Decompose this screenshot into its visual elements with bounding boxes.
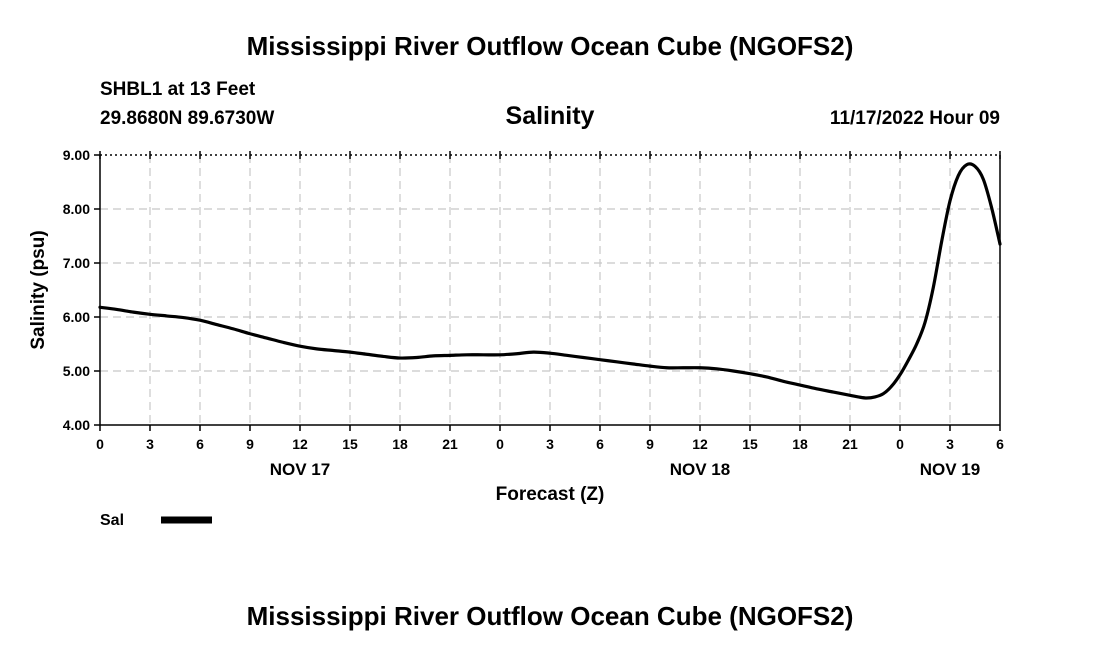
x-tick-label: 15 (742, 436, 758, 452)
y-tick-label: 6.00 (63, 309, 90, 325)
date-labels: NOV 17 NOV 18 NOV 19 (270, 460, 980, 479)
x-tick-label: 21 (442, 436, 458, 452)
legend-label: Sal (100, 512, 124, 529)
series-layer (98, 162, 1002, 400)
y-axis-label: Salinity (psu) (28, 230, 49, 349)
x-tick-label: 15 (342, 436, 358, 452)
y-tick-label: 4.00 (63, 417, 90, 433)
x-tick-label: 6 (996, 436, 1004, 452)
x-tick-label: 3 (946, 436, 954, 452)
x-axis-label: Forecast (Z) (496, 484, 605, 505)
x-tick-label: 6 (596, 436, 604, 452)
date-label: NOV 19 (920, 460, 980, 479)
x-tick-label: 21 (842, 436, 858, 452)
grid (100, 155, 1000, 425)
date-label: NOV 18 (670, 460, 730, 479)
timestamp-label: 11/17/2022 Hour 09 (830, 108, 1000, 129)
station-label: SHBL1 at 13 Feet (100, 79, 256, 100)
main-title: Mississippi River Outflow Ocean Cube (NG… (247, 31, 854, 61)
y-tick-label: 8.00 (63, 201, 90, 217)
series-line-sal (98, 162, 1002, 400)
x-tick-label: 18 (392, 436, 408, 452)
x-tick-label: 0 (96, 436, 104, 452)
y-tick-label: 9.00 (63, 147, 90, 163)
x-axis-ticks: 0 3 6 9 12 15 18 21 0 3 6 9 12 15 18 21 0 3 6 (96, 151, 1004, 452)
x-tick-label: 9 (646, 436, 654, 452)
footer-title: Mississippi River Outflow Ocean Cube (NG… (247, 601, 854, 631)
x-tick-label: 0 (496, 436, 504, 452)
coordinates-label: 29.8680N 89.6730W (100, 108, 274, 129)
x-tick-label: 12 (692, 436, 708, 452)
x-tick-label: 3 (146, 436, 154, 452)
plot-title: Salinity (506, 102, 595, 130)
x-tick-label: 6 (196, 436, 204, 452)
x-tick-label: 0 (896, 436, 904, 452)
x-tick-label: 12 (292, 436, 308, 452)
y-tick-label: 5.00 (63, 363, 90, 379)
y-tick-label: 7.00 (63, 255, 90, 271)
x-tick-label: 9 (246, 436, 254, 452)
date-label: NOV 17 (270, 460, 330, 479)
x-tick-label: 18 (792, 436, 808, 452)
x-tick-label: 3 (546, 436, 554, 452)
y-axis-ticks: 4.00 5.00 6.00 7.00 8.00 9.00 (63, 147, 100, 433)
